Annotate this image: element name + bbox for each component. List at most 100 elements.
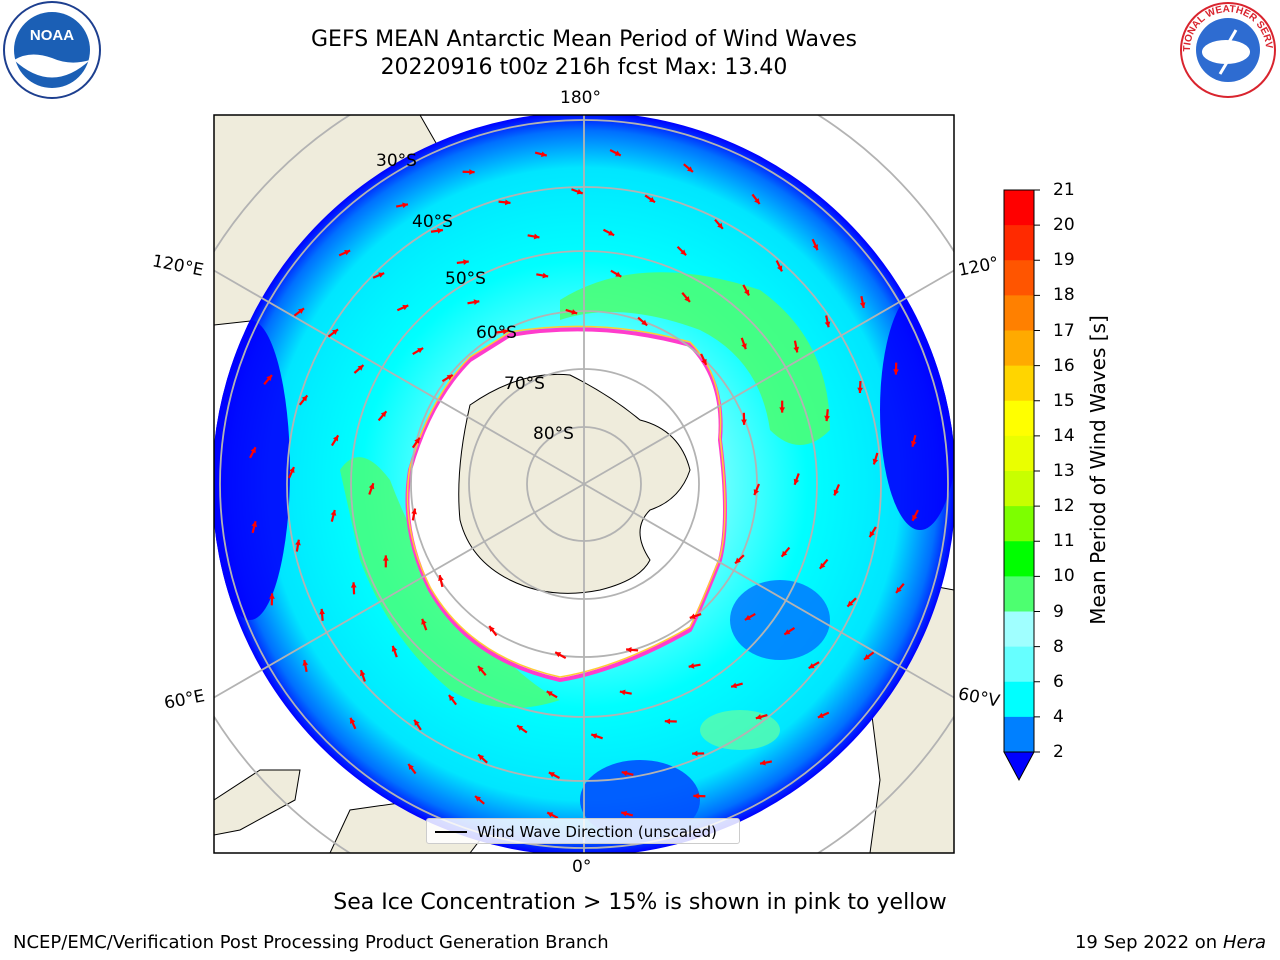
footer-machine: Hera bbox=[1222, 932, 1266, 953]
wave-arrow-head bbox=[517, 725, 524, 731]
wave-arrow-head bbox=[819, 562, 826, 569]
colorbar-tick-label: 10 bbox=[1053, 566, 1075, 587]
colorbar-segment bbox=[1004, 541, 1034, 577]
colorbar-segment bbox=[1004, 576, 1034, 612]
colorbar-label: Mean Period of Wind Waves [s] bbox=[1086, 315, 1110, 625]
wave-arrow-head bbox=[784, 629, 791, 635]
wave-arrow-head bbox=[504, 199, 511, 206]
colorbar-segment bbox=[1004, 681, 1034, 718]
wave-arrow-head bbox=[548, 772, 555, 778]
wave-arrow-head bbox=[382, 555, 389, 561]
wave-arrow-head bbox=[693, 793, 699, 799]
colorbar-segment bbox=[1004, 471, 1034, 507]
wave-arrow-head bbox=[777, 265, 783, 272]
svg-text:NOAA: NOAA bbox=[30, 27, 74, 44]
lat-label-40s: 40°S bbox=[412, 212, 453, 232]
lat-label-80s: 80°S bbox=[533, 424, 574, 444]
wave-arrow-head bbox=[743, 289, 750, 296]
wave-arrow-head bbox=[414, 437, 420, 444]
legend-line-swatch bbox=[435, 831, 467, 833]
colorbar-extend-arrow bbox=[1003, 751, 1035, 782]
wave-arrow-head bbox=[664, 718, 671, 725]
wave-arrow-head bbox=[760, 759, 766, 766]
wave-arrow-head bbox=[687, 166, 693, 172]
lon-label-180: 180° bbox=[560, 88, 601, 108]
colorbar-segment bbox=[1004, 400, 1034, 437]
wave-arrow-head bbox=[615, 271, 622, 277]
wave-arrow-head bbox=[295, 539, 301, 546]
colorbar-tick-label: 6 bbox=[1053, 671, 1064, 692]
wind-wave-arrows bbox=[249, 149, 919, 819]
wave-arrow-head bbox=[614, 150, 621, 156]
wave-arrow-head bbox=[688, 663, 695, 669]
wave-arrow-head bbox=[680, 249, 687, 256]
colorbar-tick-label: 13 bbox=[1053, 461, 1075, 481]
colorbar-tick-label: 2 bbox=[1053, 742, 1064, 762]
wave-arrow-head bbox=[779, 407, 786, 413]
wave-arrow-head bbox=[576, 188, 583, 195]
colorbar-segment bbox=[1004, 646, 1034, 683]
colorbar-tick-label: 20 bbox=[1053, 215, 1075, 236]
wave-arrow-head bbox=[437, 227, 443, 234]
wave-arrow-head bbox=[910, 440, 917, 447]
wave-arrow-head bbox=[368, 483, 375, 490]
wave-arrow-head bbox=[692, 750, 698, 757]
wave-arrow-head bbox=[755, 714, 762, 720]
wave-arrow-head bbox=[754, 198, 760, 205]
wave-arrow-head bbox=[912, 514, 918, 521]
map-border bbox=[213, 114, 955, 854]
legend-label: Wind Wave Direction (unscaled) bbox=[477, 823, 717, 841]
wave-arrow-head bbox=[781, 550, 788, 557]
wave-arrow-head bbox=[833, 489, 840, 496]
wave-arrow-head bbox=[741, 419, 747, 425]
africa-land bbox=[214, 769, 301, 836]
wave-arrow-head bbox=[812, 244, 819, 251]
colorbar-segment bbox=[1004, 611, 1034, 648]
wave-arrow-head bbox=[872, 458, 879, 465]
wave-arrow-head bbox=[330, 509, 337, 516]
wave-arrow-head bbox=[793, 346, 800, 353]
wave-arrow-head bbox=[857, 387, 864, 393]
wave-arrow-head bbox=[619, 689, 626, 696]
colorbar-segment bbox=[1004, 295, 1034, 331]
wave-arrow-head bbox=[359, 670, 366, 677]
colorbar-tick-label: 16 bbox=[1053, 355, 1075, 376]
wave-arrow-head bbox=[446, 374, 453, 381]
colorbar-tick-label: 9 bbox=[1053, 601, 1064, 622]
wave-arrow-head bbox=[869, 531, 875, 538]
wave-arrow-head bbox=[896, 587, 902, 593]
page-subtitle: 20220916 t00z 216h fcst Max: 13.40 bbox=[380, 55, 788, 80]
noaa-logo: NOAA bbox=[3, 1, 101, 99]
wave-arrow-head bbox=[540, 151, 547, 158]
wave-arrow-head bbox=[817, 712, 824, 719]
legend: Wind Wave Direction (unscaled) bbox=[426, 818, 740, 844]
wave-arrow-head bbox=[298, 308, 305, 314]
lat-label-30s: 30°S bbox=[376, 151, 417, 171]
wave-arrow-head bbox=[489, 625, 495, 632]
wave-arrow-head bbox=[463, 259, 469, 265]
wave-arrow-head bbox=[478, 754, 485, 761]
wave-arrow-head bbox=[319, 608, 325, 615]
colorbar-segment bbox=[1004, 365, 1034, 402]
wave-arrow-head bbox=[571, 309, 578, 315]
wave-arrow-head bbox=[626, 646, 632, 653]
wave-arrow-head bbox=[689, 613, 696, 619]
wave-arrow-head bbox=[411, 508, 417, 515]
colorbar-segment bbox=[1004, 716, 1034, 753]
wave-arrow-head bbox=[824, 321, 831, 328]
wave-arrow-head bbox=[824, 415, 830, 422]
wave-arrow-head bbox=[438, 575, 444, 581]
colorbar-tick-label: 12 bbox=[1053, 496, 1075, 517]
wave-arrow-head bbox=[808, 663, 815, 669]
green-patch-south bbox=[700, 710, 780, 750]
wave-arrow-head bbox=[469, 169, 475, 175]
lat-label-70s: 70°S bbox=[504, 374, 545, 394]
wave-arrow-head bbox=[289, 467, 295, 474]
colorbar bbox=[1003, 189, 1040, 782]
colorbar-tick-label: 17 bbox=[1053, 320, 1075, 341]
blue-patch-west bbox=[214, 320, 290, 620]
wave-arrow-head bbox=[402, 304, 409, 311]
wave-arrow-head bbox=[533, 233, 540, 240]
colorbar-tick-label: 21 bbox=[1053, 180, 1075, 200]
wave-arrow-head bbox=[350, 582, 357, 588]
